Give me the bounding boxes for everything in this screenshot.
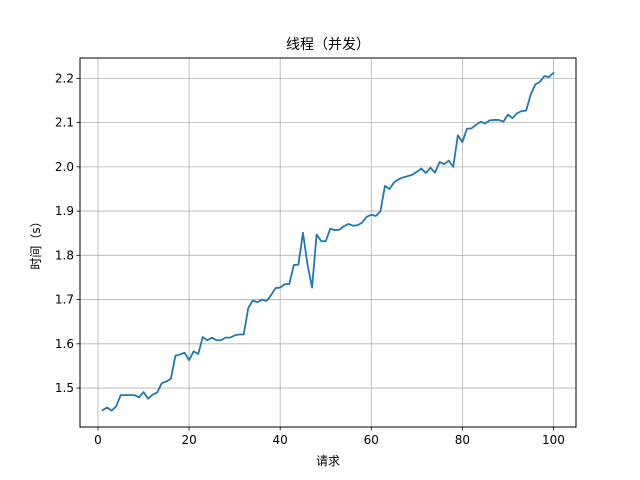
series-layer (101, 71, 555, 412)
y-axis: 1.5 1.6 1.7 1.8 1.9 2.0 2.1 2.2 (55, 71, 80, 395)
x-tick-label: 100 (542, 433, 565, 447)
y-tick-label: 1.9 (55, 204, 74, 218)
grid (80, 58, 576, 427)
x-axis-label: 请求 (316, 454, 340, 468)
x-tick-label: 20 (181, 433, 196, 447)
y-tick-label: 2.1 (55, 116, 74, 130)
y-tick-label: 2.2 (55, 71, 74, 85)
x-tick-label: 80 (455, 433, 470, 447)
x-axis: 0 20 40 60 80 100 (94, 427, 565, 447)
y-tick-label: 1.6 (55, 337, 74, 351)
x-tick-label: 60 (364, 433, 379, 447)
x-tick-label: 0 (94, 433, 102, 447)
plot-frame (79, 57, 577, 428)
y-tick-label: 1.5 (55, 381, 74, 395)
x-tick-label: 40 (273, 433, 288, 447)
y-tick-label: 2.0 (55, 160, 74, 174)
y-tick-label: 1.8 (55, 248, 74, 262)
y-axis-label: 时间（s） (29, 215, 43, 269)
series-line (101, 71, 555, 412)
y-tick-label: 1.7 (55, 293, 74, 307)
chart-title: 线程（并发） (286, 37, 370, 53)
